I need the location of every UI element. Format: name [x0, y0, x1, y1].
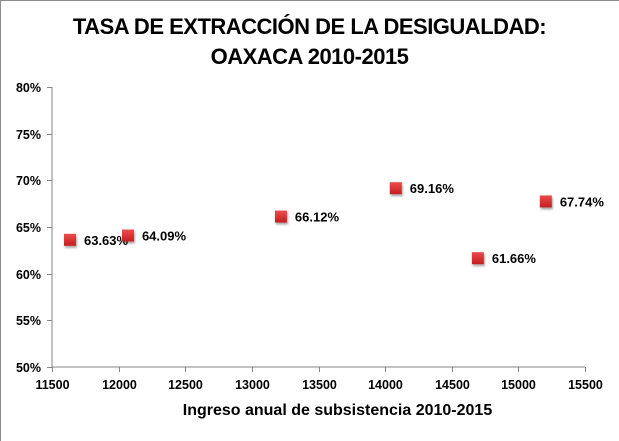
y-tick-label: 55%: [16, 314, 41, 328]
x-axis-label: Ingreso anual de subsistencia 2010-2015: [182, 402, 493, 419]
data-point-marker: [274, 210, 287, 223]
data-point-marker: [539, 195, 552, 208]
x-tick-label: 13500: [302, 378, 337, 392]
x-tick-label: 14000: [368, 378, 403, 392]
y-tick-label: 75%: [16, 128, 41, 142]
data-point-marker: [121, 229, 134, 242]
x-tick-label: 12500: [168, 378, 203, 392]
data-label: 66.12%: [295, 210, 340, 225]
y-tick-label: 65%: [16, 221, 41, 235]
data-point-marker: [471, 252, 484, 265]
data-point-marker: [63, 233, 76, 246]
y-tick-label: 70%: [16, 174, 41, 188]
data-label: 63.63%: [84, 233, 129, 248]
y-tick-label: 50%: [16, 361, 41, 375]
data-label: 61.66%: [492, 251, 537, 266]
data-label: 67.74%: [560, 194, 605, 209]
data-point-marker: [389, 182, 402, 195]
data-label: 64.09%: [142, 228, 187, 243]
x-tick-label: 15000: [501, 378, 536, 392]
x-tick-label: 11500: [35, 378, 69, 392]
chart-title-line-1: TASA DE EXTRACCIÓN DE LA DESIGUALDAD:: [72, 14, 547, 39]
x-tick-label: 14500: [435, 378, 470, 392]
x-tick-label: 15500: [568, 378, 603, 392]
data-label: 69.16%: [410, 181, 455, 196]
x-tick-label: 13000: [235, 378, 270, 392]
y-tick-label: 80%: [16, 81, 41, 95]
x-tick-label: 12000: [102, 378, 137, 392]
y-tick-label: 60%: [16, 268, 41, 282]
chart-title-line-2: OAXACA 2010-2015: [210, 44, 409, 69]
